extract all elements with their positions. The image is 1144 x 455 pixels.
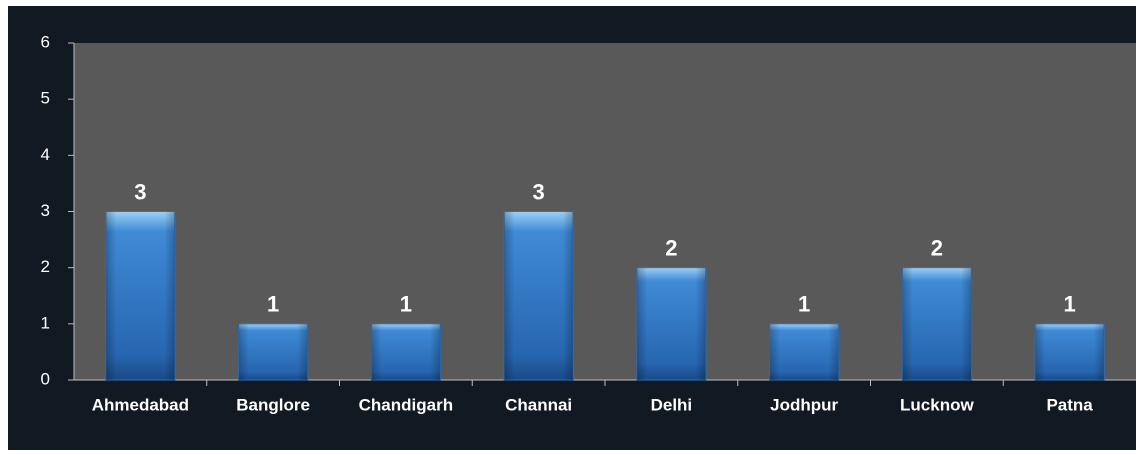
bar-shade (902, 267, 972, 380)
bar-shade (238, 323, 308, 380)
plot-area (74, 43, 1136, 380)
y-tick-label: 1 (41, 313, 50, 332)
bar-shade (504, 211, 574, 380)
value-label: 1 (400, 292, 412, 317)
value-label: 2 (665, 235, 677, 260)
bar-shade (105, 211, 175, 380)
bar-shade (371, 323, 441, 380)
y-tick-label: 5 (41, 89, 50, 108)
y-tick-label: 6 (41, 32, 50, 51)
value-label: 1 (1064, 292, 1076, 317)
y-tick-label: 0 (41, 369, 50, 388)
x-tick-label: Channai (505, 395, 572, 414)
bar-shade (636, 267, 706, 380)
x-tick-label: Delhi (651, 395, 693, 414)
value-label: 3 (533, 179, 545, 204)
x-tick-label: Banglore (236, 395, 310, 414)
value-label: 3 (134, 179, 146, 204)
x-tick-label: Patna (1046, 395, 1093, 414)
bar-shade (769, 323, 839, 380)
y-tick-label: 2 (41, 257, 50, 276)
x-tick-label: Lucknow (900, 395, 974, 414)
x-tick-label: Jodhpur (770, 395, 838, 414)
y-tick-label: 4 (41, 145, 50, 164)
value-label: 1 (267, 292, 279, 317)
y-tick-label: 3 (41, 201, 50, 220)
bar-shade (1035, 323, 1105, 380)
value-label: 1 (798, 292, 810, 317)
x-tick-label: Chandigarh (359, 395, 453, 414)
x-tick-label: Ahmedabad (92, 395, 189, 414)
value-label: 2 (931, 235, 943, 260)
